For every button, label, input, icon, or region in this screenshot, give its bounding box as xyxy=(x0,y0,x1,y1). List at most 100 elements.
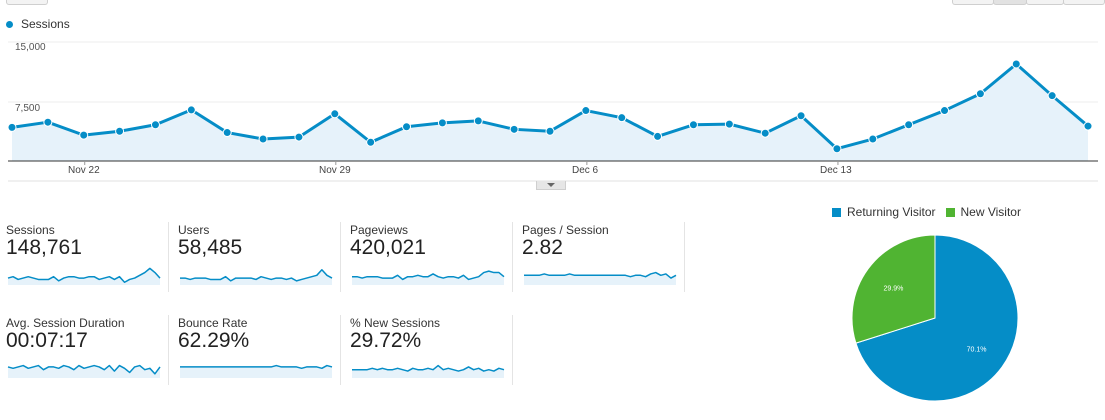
data-point[interactable] xyxy=(688,120,698,130)
metric-label: Avg. Session Duration xyxy=(6,316,125,330)
data-point[interactable] xyxy=(617,113,627,123)
data-point[interactable] xyxy=(186,105,196,115)
metric-label: % New Sessions xyxy=(350,316,441,330)
data-point[interactable] xyxy=(294,132,304,142)
collapse-chart-toggle[interactable] xyxy=(536,181,566,190)
pie-slice-new-visitor[interactable] xyxy=(851,234,936,344)
metric-value: 2.82 xyxy=(522,236,563,259)
metric-value: 29.72% xyxy=(350,329,422,352)
top-left-button[interactable] xyxy=(6,0,48,5)
metric-users[interactable]: Users 58,485 xyxy=(178,223,336,295)
data-point[interactable] xyxy=(581,106,591,116)
metric-label: Bounce Rate xyxy=(178,316,248,330)
y-tick-15000: 15,000 xyxy=(15,42,46,53)
divider xyxy=(340,315,341,385)
divider xyxy=(168,222,169,292)
metric-value: 00:07:17 xyxy=(6,329,88,352)
data-point[interactable] xyxy=(222,128,232,138)
chevron-down-icon xyxy=(547,183,555,187)
sparkline-area xyxy=(180,365,332,378)
data-point[interactable] xyxy=(402,122,412,132)
data-point[interactable] xyxy=(796,111,806,121)
metric-pages-per-session[interactable]: Pages / Session 2.82 xyxy=(522,223,680,295)
visitor-type-pie-chart: 70.1% 29.9% xyxy=(851,234,1019,402)
data-point[interactable] xyxy=(366,137,376,147)
sparkline xyxy=(7,267,161,285)
sparkline-area xyxy=(180,269,332,285)
data-point[interactable] xyxy=(150,120,160,130)
sparkline-line xyxy=(7,267,161,283)
sparkline xyxy=(352,270,505,285)
pie-legend: Returning Visitor New Visitor xyxy=(832,205,1021,219)
sparkline-line xyxy=(524,271,677,279)
legend-swatch-returning xyxy=(832,207,841,217)
divider xyxy=(168,315,169,385)
sparkline-area xyxy=(352,365,504,378)
metric-sessions[interactable]: Sessions 148,761 xyxy=(6,223,164,295)
data-point[interactable] xyxy=(43,117,53,127)
pie-slice-label: 70.1% xyxy=(967,346,987,353)
sparkline xyxy=(352,364,505,378)
metric-label: Users xyxy=(178,223,210,237)
metric-label: Pages / Session xyxy=(522,223,609,237)
pie-slice-label: 29.9% xyxy=(884,286,904,293)
data-point[interactable] xyxy=(7,122,17,132)
divider xyxy=(340,222,341,292)
data-point[interactable] xyxy=(760,128,770,138)
metric-value: 148,761 xyxy=(6,236,82,259)
data-point[interactable] xyxy=(653,131,663,141)
x-tick-nov22: Nov 22 xyxy=(68,165,100,176)
sparkline xyxy=(7,364,161,378)
metric-pageviews[interactable]: Pageviews 420,021 xyxy=(350,223,508,295)
sessions-line-chart xyxy=(7,41,1098,182)
sparkline xyxy=(180,269,333,285)
data-point[interactable] xyxy=(975,89,985,99)
data-point[interactable] xyxy=(940,106,950,116)
x-tick-dec13: Dec 13 xyxy=(820,165,852,176)
divider xyxy=(512,315,513,385)
legend-label-returning-visitor: Returning Visitor xyxy=(847,205,936,219)
data-point[interactable] xyxy=(1083,121,1093,131)
y-tick-7500: 7,500 xyxy=(15,103,41,114)
metric-avg-session-duration[interactable]: Avg. Session Duration 00:07:17 xyxy=(6,316,164,388)
sparkline-area xyxy=(352,271,504,285)
metric-label: Pageviews xyxy=(350,223,409,237)
data-point[interactable] xyxy=(832,144,842,154)
sparkline-line xyxy=(7,364,161,375)
chart-legend: Sessions xyxy=(6,17,70,31)
sparkline-line xyxy=(180,269,333,282)
data-point[interactable] xyxy=(115,126,125,136)
sparkline xyxy=(524,271,677,285)
metric-label: Sessions xyxy=(6,223,55,237)
metric-value: 58,485 xyxy=(178,236,243,259)
x-tick-dec6: Dec 6 xyxy=(572,165,599,176)
data-point[interactable] xyxy=(724,119,734,129)
metric-value: 62.29% xyxy=(178,329,250,352)
data-point[interactable] xyxy=(330,109,340,119)
data-point[interactable] xyxy=(545,126,555,136)
sparkline-area xyxy=(8,268,160,285)
data-point[interactable] xyxy=(437,118,447,128)
data-point[interactable] xyxy=(473,116,483,126)
data-point[interactable] xyxy=(258,134,268,144)
legend-label-new-visitor: New Visitor xyxy=(960,205,1021,219)
metric-value: 420,021 xyxy=(350,236,426,259)
sparkline-line xyxy=(180,364,333,370)
metric-bounce-rate[interactable]: Bounce Rate 62.29% xyxy=(178,316,336,388)
legend-dot xyxy=(6,20,13,28)
pie-slice-returning-visitor[interactable] xyxy=(855,234,1019,402)
divider xyxy=(684,222,685,292)
legend-label-sessions: Sessions xyxy=(21,17,70,31)
metric-new-sessions[interactable]: % New Sessions 29.72% xyxy=(350,316,508,388)
data-point[interactable] xyxy=(868,134,878,144)
divider xyxy=(512,222,513,292)
sparkline-line xyxy=(352,270,505,281)
data-point[interactable] xyxy=(1011,59,1021,69)
data-point[interactable] xyxy=(1047,91,1057,101)
sessions-area xyxy=(12,64,1088,161)
legend-swatch-new xyxy=(945,207,955,217)
sparkline xyxy=(180,364,333,378)
data-point[interactable] xyxy=(509,124,519,134)
data-point[interactable] xyxy=(904,120,914,130)
data-point[interactable] xyxy=(79,130,89,140)
